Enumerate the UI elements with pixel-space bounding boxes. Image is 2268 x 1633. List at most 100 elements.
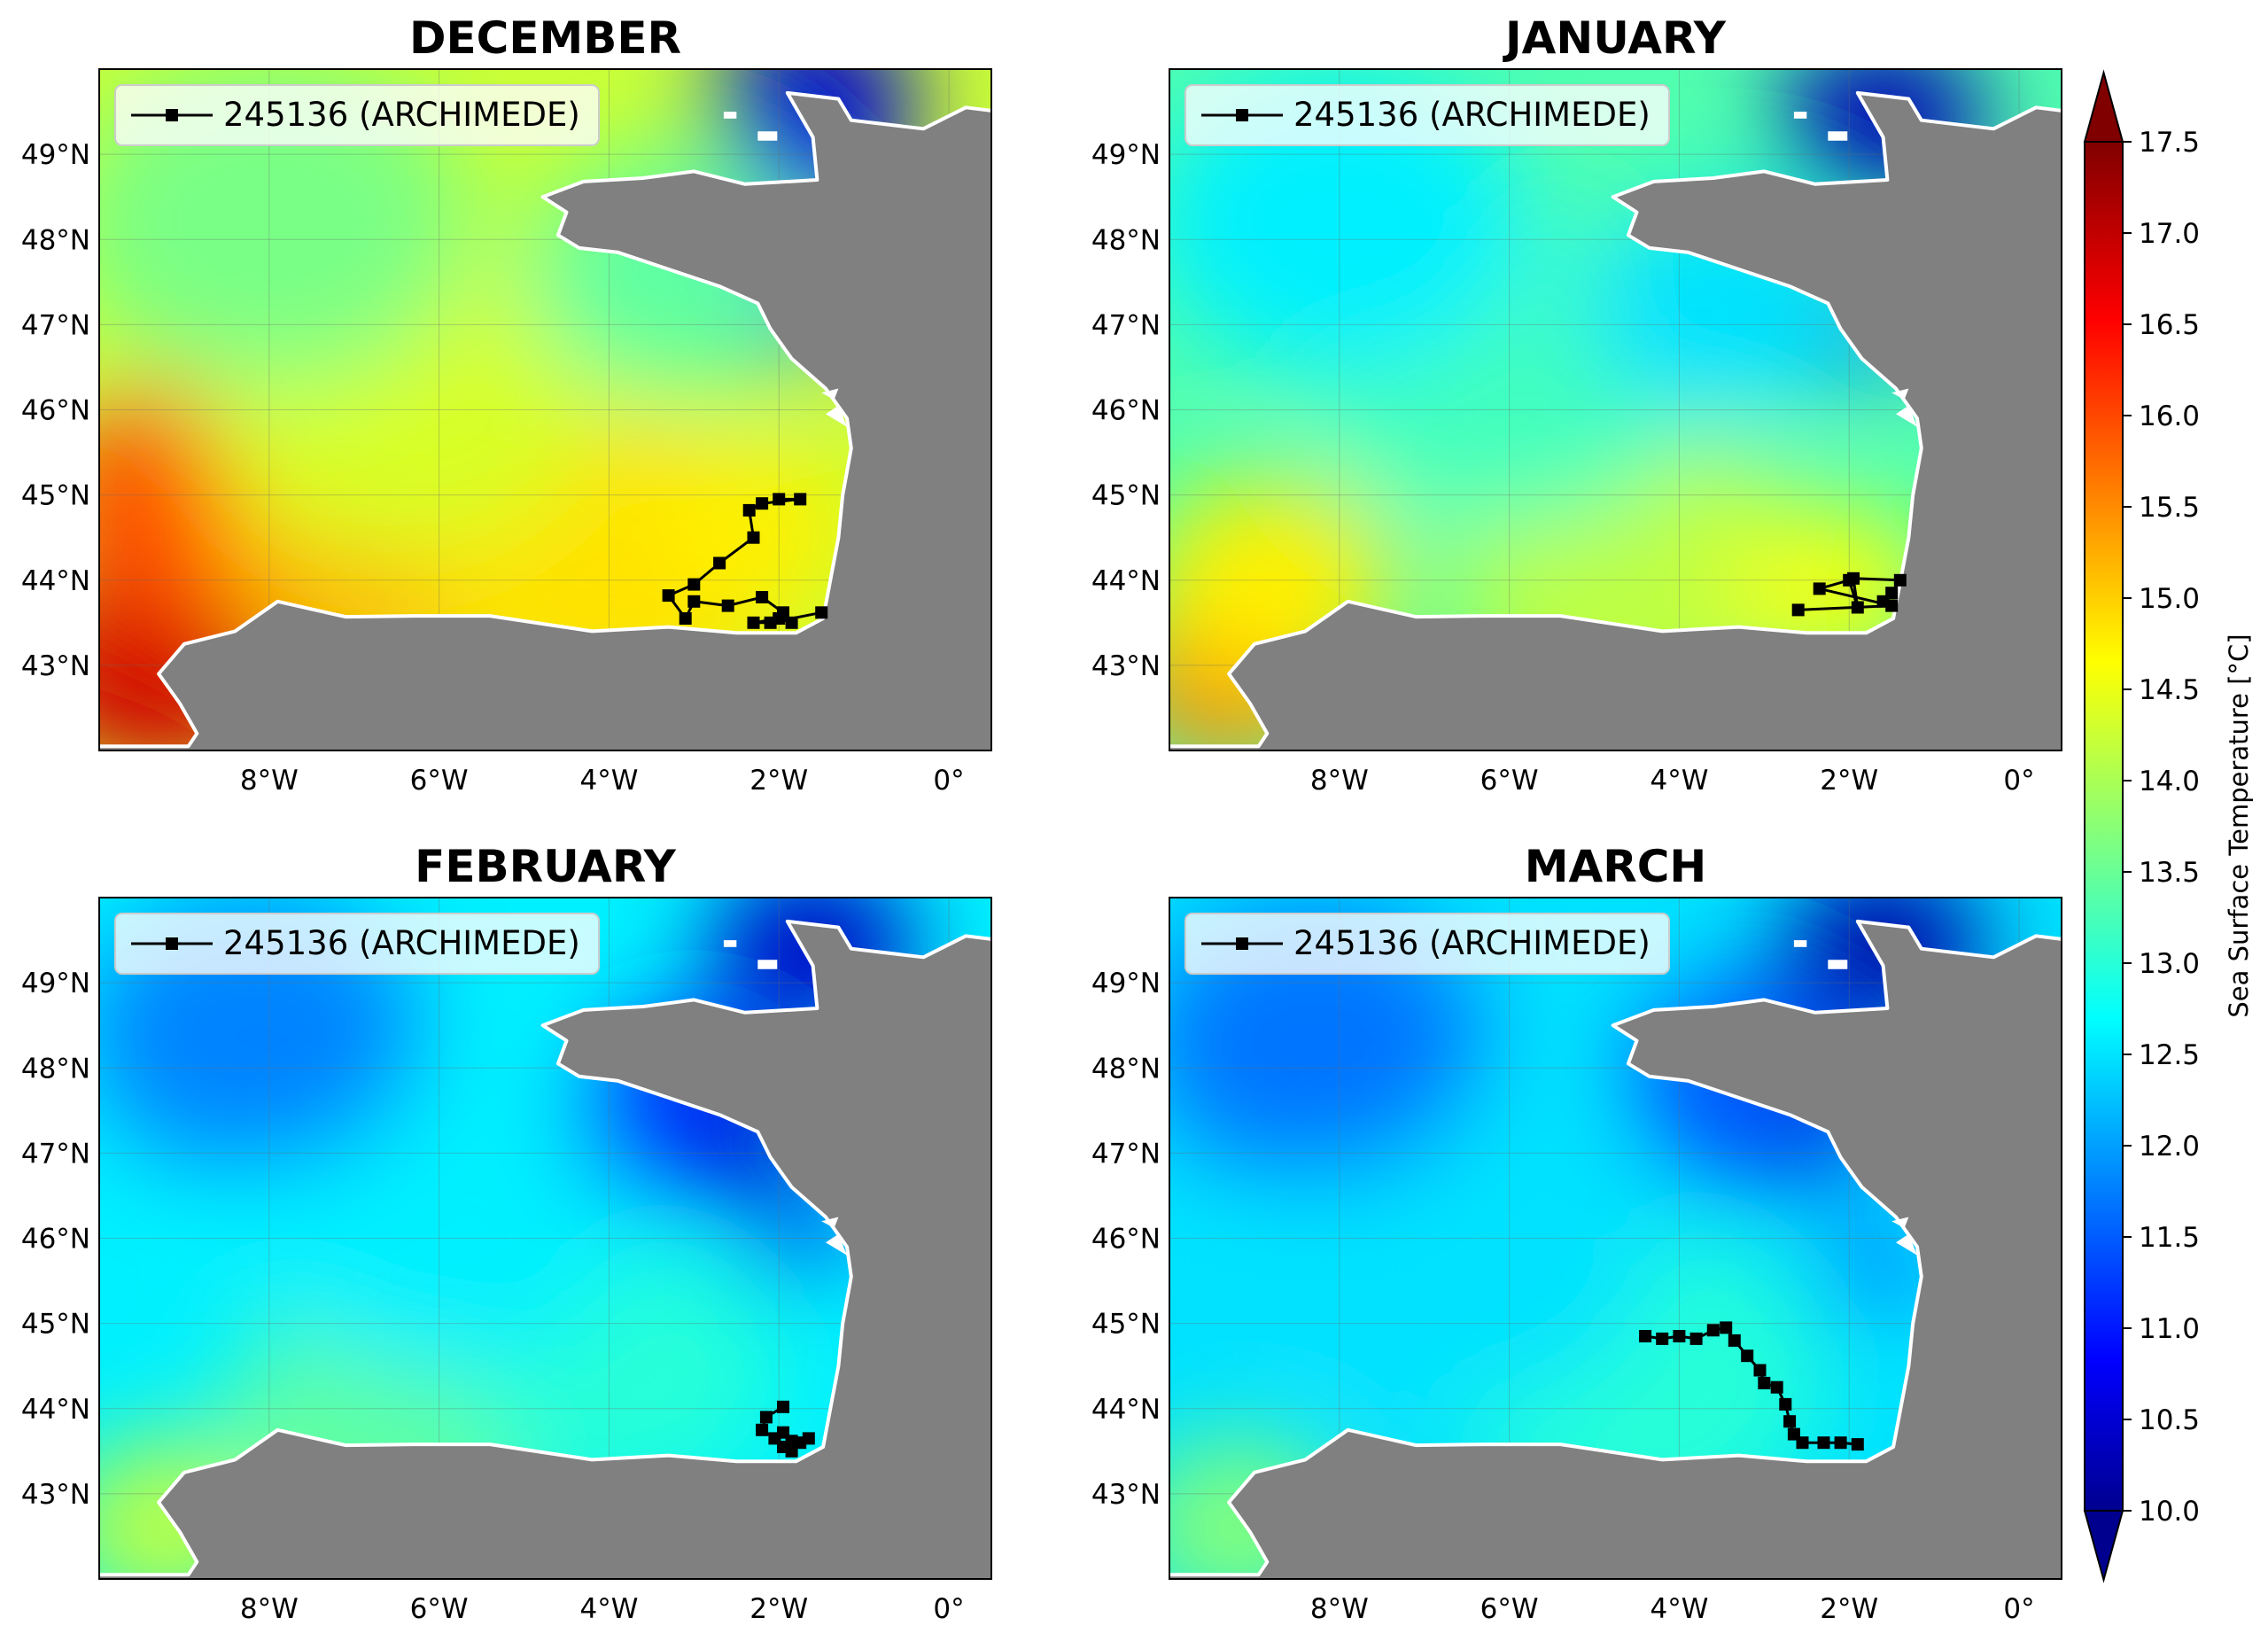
colorbar-gradient xyxy=(2084,141,2124,1512)
island xyxy=(1793,112,1807,119)
map-panel-december: DECEMBER 8°W 6°W 4°W 2°W 0° 49°N 48°N 47°N 46°N 45… xyxy=(21,12,992,797)
drifter-track-point xyxy=(1796,1436,1809,1450)
drifter-track-point xyxy=(1656,1332,1669,1345)
sst-patch xyxy=(744,1197,847,1279)
map-frame xyxy=(1169,897,2062,1580)
land-mass xyxy=(1169,90,2062,750)
temperature-colorbar: 10.0 10.5 11.0 11.5 12.0 12.5 13.0 13.5 14.0 14.5… xyxy=(2083,69,2254,1583)
x-tick-label: 8°W xyxy=(240,765,299,797)
map-panel-march: MARCH 8°W 6°W 4°W 2°W 0° 49°N 48°N 47°N 46°N 45°N 4… xyxy=(1091,841,2062,1625)
y-tick-label: 44°N xyxy=(1091,565,1161,597)
y-tick-label: 45°N xyxy=(21,480,90,512)
drifter-track-point xyxy=(1689,1332,1703,1345)
drifter-track-point xyxy=(1783,1415,1797,1428)
colorbar-tick-label: 15.5 xyxy=(2139,492,2200,524)
island xyxy=(826,405,847,427)
colorbar-tick-label: 10.5 xyxy=(2139,1404,2200,1436)
x-tick-label: 2°W xyxy=(750,1593,808,1625)
island xyxy=(826,1233,847,1256)
y-tick-label: 49°N xyxy=(1091,139,1161,171)
sst-patch xyxy=(1279,1105,1654,1405)
island xyxy=(757,131,778,141)
x-tick-label: 4°W xyxy=(1650,1593,1708,1625)
drifter-track-point xyxy=(785,616,798,629)
island xyxy=(757,960,778,969)
x-tick-label: 2°W xyxy=(1820,765,1878,797)
y-tick-label: 49°N xyxy=(21,139,90,171)
colorbar-tick-label: 14.5 xyxy=(2139,674,2200,706)
legend-marker-swatch xyxy=(1236,937,1248,950)
legend-label: 245136 (ARCHIMEDE) xyxy=(1293,96,1651,134)
drifter-track-point xyxy=(802,1432,815,1445)
legend-label: 245136 (ARCHIMEDE) xyxy=(223,924,580,962)
colorbar-extend-max xyxy=(2083,69,2124,143)
colorbar-tick-label: 15.0 xyxy=(2139,583,2200,615)
legend: 245136 (ARCHIMEDE) xyxy=(1184,84,1670,146)
island xyxy=(723,940,737,947)
colorbar-tick-label: 10.0 xyxy=(2139,1496,2200,1528)
panel-title-january: JANUARY xyxy=(1503,12,1727,64)
legend-label: 245136 (ARCHIMEDE) xyxy=(1293,924,1651,962)
drifter-track-point xyxy=(1847,572,1860,585)
y-tick-label: 49°N xyxy=(21,968,90,999)
y-tick-label: 45°N xyxy=(1091,480,1161,512)
y-tick-label: 47°N xyxy=(1091,309,1161,341)
island xyxy=(1891,1217,1909,1228)
drifter-track-point xyxy=(1720,1321,1733,1334)
y-tick-label: 48°N xyxy=(1091,1053,1161,1085)
map-panel-february: FEBRUARY 8°W 6°W 4°W 2°W 0° 49°N 48°N 47°N 46°N 45… xyxy=(21,841,992,1625)
y-tick-label: 43°N xyxy=(21,650,90,682)
island xyxy=(1828,960,1848,969)
x-tick-label: 6°W xyxy=(410,1593,469,1625)
y-tick-label: 45°N xyxy=(21,1309,90,1341)
map-frame xyxy=(98,68,992,751)
y-tick-label: 44°N xyxy=(21,565,90,597)
colorbar-tick-label: 11.5 xyxy=(2139,1222,2200,1254)
y-tick-label: 49°N xyxy=(1091,968,1161,999)
sst-patch xyxy=(1169,73,1526,372)
legend: 245136 (ARCHIMEDE) xyxy=(1184,913,1670,975)
drifter-track-point xyxy=(1851,1438,1864,1451)
land-mass xyxy=(1169,919,2062,1579)
drifter-track-point xyxy=(747,616,760,629)
panel-title-february: FEBRUARY xyxy=(415,841,676,892)
colorbar-tick-label: 16.0 xyxy=(2139,400,2200,432)
drifter-track-point xyxy=(1893,573,1907,587)
drifter-track-point xyxy=(1851,601,1864,614)
drifter-track-point xyxy=(1741,1349,1754,1363)
x-tick-label: 8°W xyxy=(1310,765,1369,797)
x-tick-label: 0° xyxy=(933,1593,964,1625)
x-tick-label: 2°W xyxy=(1820,1593,1878,1625)
colorbar-tick-label: 12.0 xyxy=(2139,1131,2200,1163)
drifter-track-point xyxy=(815,606,828,619)
x-tick-label: 2°W xyxy=(750,765,808,797)
drifter-track-point xyxy=(1779,1397,1792,1411)
y-tick-label: 44°N xyxy=(21,1394,90,1426)
drifter-track-point xyxy=(777,1426,789,1439)
island xyxy=(723,112,737,119)
island xyxy=(1793,940,1807,947)
legend-box xyxy=(114,913,600,975)
sst-patch xyxy=(99,69,473,386)
colorbar-tick-label: 11.0 xyxy=(2139,1313,2200,1345)
colorbar-label: Sea Surface Temperature [°C] xyxy=(2224,634,2254,1017)
x-tick-label: 8°W xyxy=(1310,1593,1369,1625)
x-tick-label: 6°W xyxy=(1480,1593,1539,1625)
colorbar-tick-label: 17.0 xyxy=(2139,218,2200,250)
drifter-track-point xyxy=(1639,1330,1652,1342)
y-tick-label: 44°N xyxy=(1091,1394,1161,1426)
y-tick-label: 43°N xyxy=(1091,650,1161,682)
island xyxy=(1896,1233,1917,1256)
x-tick-label: 8°W xyxy=(240,1593,299,1625)
legend: 245136 (ARCHIMEDE) xyxy=(114,913,600,975)
drifter-track-point xyxy=(777,1400,789,1413)
drifter-track-point xyxy=(742,503,756,517)
drifter-track-point xyxy=(1673,1330,1686,1342)
drifter-track-point xyxy=(687,595,701,608)
y-tick-label: 47°N xyxy=(21,309,90,341)
colorbar-tick-label: 13.0 xyxy=(2139,948,2200,980)
colorbar-tick-label: 13.5 xyxy=(2139,857,2200,889)
drifter-track-point xyxy=(1817,1436,1830,1450)
legend-marker-swatch xyxy=(166,937,178,950)
